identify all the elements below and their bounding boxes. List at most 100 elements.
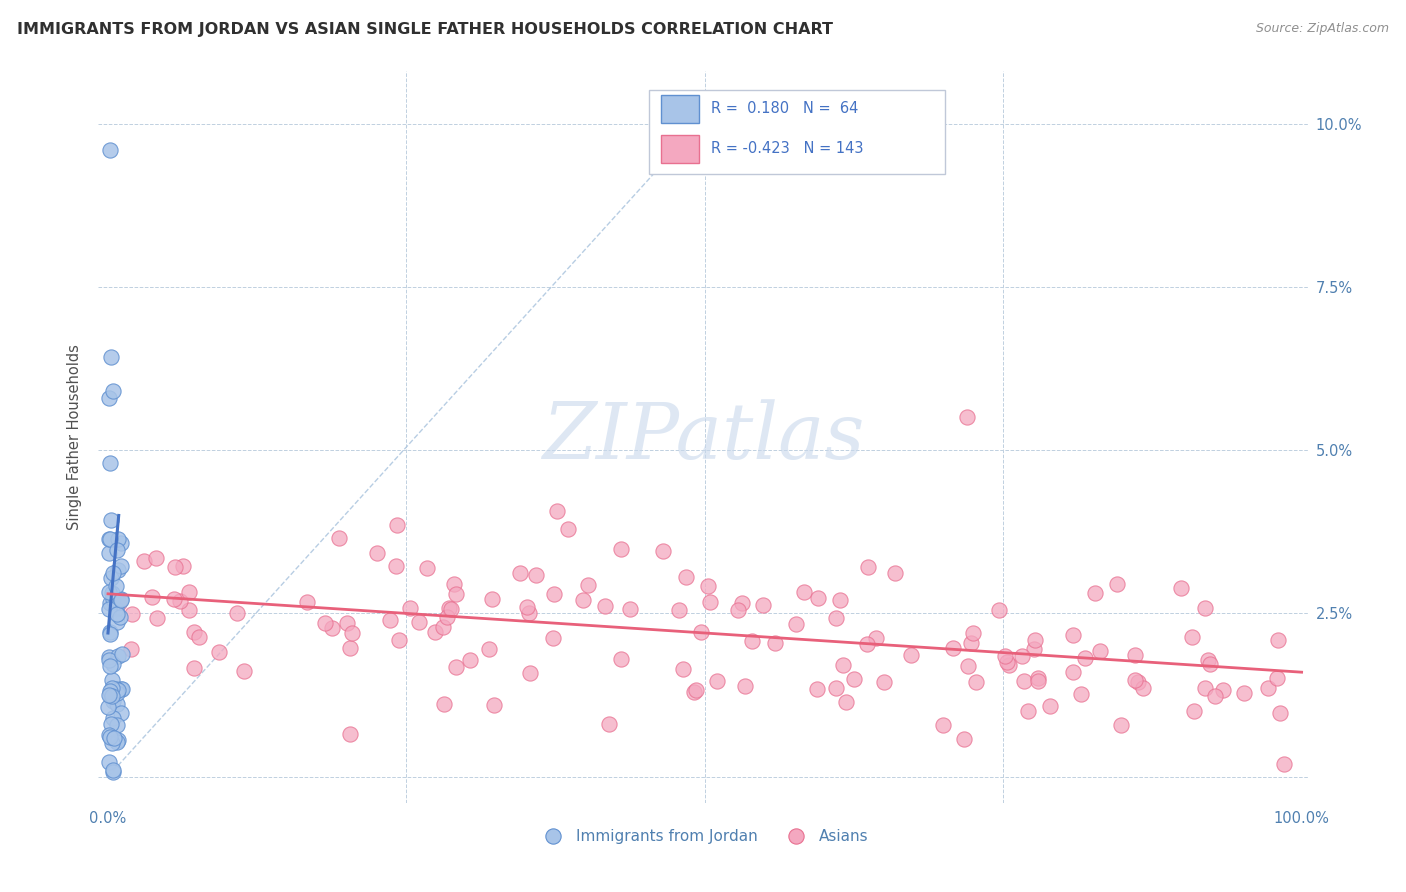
Point xyxy=(1257,681,1279,695)
Point xyxy=(1126,675,1149,690)
Point xyxy=(100,673,122,687)
Point xyxy=(806,682,828,697)
Point xyxy=(741,633,763,648)
Point xyxy=(1084,586,1107,600)
Point xyxy=(108,610,131,624)
Point xyxy=(97,700,120,714)
Point xyxy=(436,610,458,624)
Point xyxy=(900,648,922,663)
Point xyxy=(100,513,122,527)
Point xyxy=(956,659,979,673)
Point xyxy=(416,561,439,575)
Point xyxy=(1011,649,1033,664)
Point xyxy=(388,633,411,648)
Point xyxy=(188,630,211,644)
Point xyxy=(1204,690,1226,704)
Point xyxy=(734,679,756,693)
Point xyxy=(962,625,984,640)
Point xyxy=(953,731,976,746)
Point xyxy=(179,603,201,617)
Point xyxy=(1197,653,1219,667)
Point xyxy=(1017,704,1039,718)
Point xyxy=(105,686,128,700)
Text: R =  0.180   N =  64: R = 0.180 N = 64 xyxy=(711,101,859,116)
Point xyxy=(865,631,887,645)
Point xyxy=(107,563,129,577)
Point xyxy=(793,585,815,599)
Text: R = -0.423   N = 143: R = -0.423 N = 143 xyxy=(711,141,863,156)
Point xyxy=(134,554,156,568)
Point xyxy=(831,658,853,673)
Point xyxy=(172,559,194,574)
Point xyxy=(844,672,866,686)
Point xyxy=(98,683,121,698)
Point xyxy=(98,653,121,667)
Point xyxy=(541,632,564,646)
Text: IMMIGRANTS FROM JORDAN VS ASIAN SINGLE FATHER HOUSEHOLDS CORRELATION CHART: IMMIGRANTS FROM JORDAN VS ASIAN SINGLE F… xyxy=(17,22,832,37)
Point xyxy=(408,615,430,630)
Point xyxy=(610,541,633,556)
Point xyxy=(668,603,690,617)
Point xyxy=(1088,644,1111,658)
Point xyxy=(145,551,167,566)
Point xyxy=(546,504,568,518)
Point xyxy=(107,648,129,663)
Point xyxy=(101,566,124,581)
Point xyxy=(97,688,120,702)
Point xyxy=(111,681,134,696)
Point xyxy=(100,571,122,585)
Point xyxy=(104,681,127,696)
Point xyxy=(1194,681,1216,695)
Point xyxy=(103,731,125,746)
Point xyxy=(107,733,129,747)
Point xyxy=(509,566,531,580)
Point xyxy=(232,664,254,678)
Point xyxy=(110,592,132,607)
Point xyxy=(690,625,713,640)
Point xyxy=(1199,657,1222,671)
Point xyxy=(956,410,979,425)
Point xyxy=(1267,633,1289,648)
Point xyxy=(98,627,121,641)
Point xyxy=(433,697,456,711)
Point xyxy=(339,640,361,655)
Point xyxy=(425,624,447,639)
Point xyxy=(443,577,465,591)
FancyBboxPatch shape xyxy=(661,95,699,123)
Point xyxy=(807,591,830,605)
Point xyxy=(399,600,422,615)
Point xyxy=(179,585,201,599)
Point xyxy=(1012,674,1035,689)
Point xyxy=(110,706,132,720)
Text: ZIPatlas: ZIPatlas xyxy=(541,399,865,475)
Point xyxy=(830,592,852,607)
Point xyxy=(1109,718,1132,732)
Point xyxy=(439,602,461,616)
Point xyxy=(481,592,503,607)
Point xyxy=(557,522,579,536)
Point xyxy=(855,637,877,651)
Point xyxy=(752,598,775,612)
Point xyxy=(699,595,721,609)
Point xyxy=(995,655,1018,669)
Point xyxy=(1105,577,1128,591)
Point xyxy=(1062,665,1084,680)
Point xyxy=(110,558,132,573)
Point xyxy=(101,735,124,749)
Point xyxy=(484,698,506,712)
Point xyxy=(97,650,120,665)
Point xyxy=(519,666,541,681)
Point xyxy=(1022,642,1045,657)
Point xyxy=(1123,648,1146,662)
Point xyxy=(1070,688,1092,702)
Point xyxy=(105,607,128,621)
Point xyxy=(610,652,633,666)
Point xyxy=(98,456,121,470)
Point xyxy=(100,690,122,704)
Point xyxy=(314,616,336,631)
Point xyxy=(572,593,595,607)
Point xyxy=(1170,581,1192,595)
Point xyxy=(458,653,481,667)
Point xyxy=(108,596,131,610)
Point xyxy=(998,657,1021,672)
